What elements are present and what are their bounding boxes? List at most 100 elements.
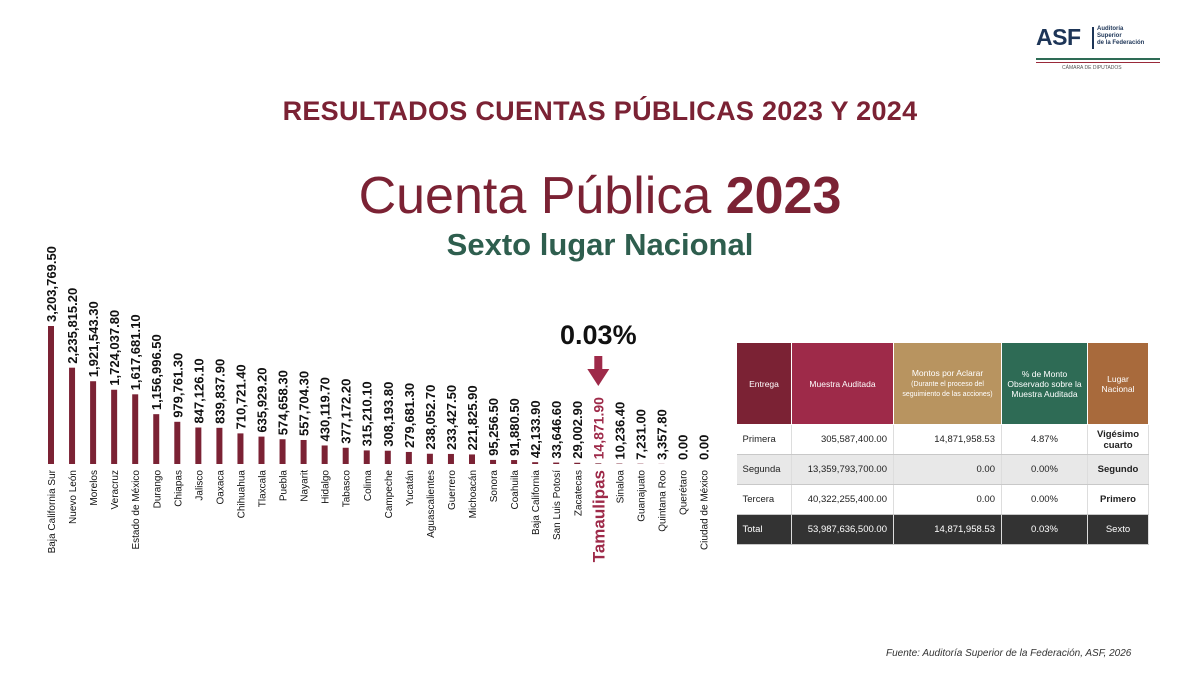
table-header-row: Entrega Muestra Auditada Montos por Acla… bbox=[736, 342, 1149, 425]
category-label-28: Guanajuato bbox=[636, 470, 647, 522]
logo-line-3: de la Federación bbox=[1097, 40, 1145, 46]
value-label-8: 839,837.90 bbox=[212, 359, 227, 424]
bar-4 bbox=[132, 394, 139, 464]
bar-10 bbox=[258, 436, 265, 464]
bar-23 bbox=[532, 462, 539, 464]
value-label-0: 3,203,769.50 bbox=[44, 246, 59, 322]
results-table: Entrega Muestra Auditada Montos por Acla… bbox=[736, 342, 1149, 545]
cell-montos: 14,871,958.53 bbox=[893, 514, 1002, 545]
cell-lugar: Primero bbox=[1087, 484, 1149, 515]
bar-15 bbox=[363, 450, 370, 464]
value-label-25: 29,002.90 bbox=[570, 401, 585, 459]
down-arrow-icon-shaft bbox=[594, 356, 603, 370]
value-label-6: 979,761.30 bbox=[170, 353, 185, 418]
category-label-27: Sinaloa bbox=[615, 470, 626, 504]
bar-24 bbox=[553, 462, 560, 464]
bar-8 bbox=[216, 427, 223, 464]
value-label-28: 7,231.00 bbox=[633, 409, 648, 460]
value-label-15: 315,210.10 bbox=[360, 381, 375, 446]
bar-19 bbox=[447, 453, 454, 464]
bar-1 bbox=[69, 367, 76, 464]
value-label-23: 42,133.90 bbox=[528, 400, 543, 458]
category-label-6: Chiapas bbox=[173, 470, 184, 507]
value-label-19: 233,427.50 bbox=[444, 385, 459, 450]
down-arrow-icon bbox=[587, 369, 610, 386]
category-label-10: Tlaxcala bbox=[258, 470, 269, 508]
logo-subtitle: CÁMARA DE DIPUTADOS bbox=[1062, 65, 1122, 71]
cell-lugar: Segundo bbox=[1087, 454, 1149, 485]
category-label-19: Guerrero bbox=[447, 470, 458, 510]
bar-11 bbox=[279, 439, 286, 464]
bar-6 bbox=[174, 421, 181, 464]
bar-17 bbox=[405, 451, 412, 464]
category-label-15: Colima bbox=[363, 470, 374, 502]
cell-montos: 14,871,958.53 bbox=[893, 424, 1002, 455]
value-label-31: 0.00 bbox=[697, 435, 712, 460]
value-label-26: 14,871.90 bbox=[590, 397, 606, 459]
value-label-11: 574,658.30 bbox=[276, 370, 291, 435]
bar-20 bbox=[469, 454, 475, 464]
category-label-9: Chihuahua bbox=[236, 470, 247, 519]
category-label-1: Nuevo León bbox=[68, 470, 79, 524]
category-label-3: Veracruz bbox=[110, 470, 121, 509]
bar-21 bbox=[490, 459, 497, 464]
table-row: Primera 305,587,400.00 14,871,958.53 4.8… bbox=[736, 424, 1149, 455]
category-label-12: Nayarit bbox=[300, 470, 311, 502]
bar-3 bbox=[111, 389, 118, 464]
table-row: Tercera 40,322,255,400.00 0.00 0.00% Pri… bbox=[736, 484, 1149, 515]
category-label-16: Campeche bbox=[384, 470, 395, 519]
highlight-percent-label: 0.03% bbox=[560, 320, 637, 350]
bar-22 bbox=[511, 460, 518, 464]
category-label-13: Hidalgo bbox=[321, 470, 332, 504]
bar-9 bbox=[237, 433, 244, 464]
header-montos-label: Montos por Aclarar bbox=[911, 367, 984, 378]
value-label-14: 377,172.20 bbox=[339, 379, 354, 444]
value-label-30: 0.00 bbox=[676, 435, 691, 460]
source-note: Fuente: Auditoría Superior de la Federac… bbox=[886, 648, 1132, 659]
value-label-4: 1,617,681.10 bbox=[128, 314, 143, 390]
value-label-9: 710,721.40 bbox=[233, 364, 248, 429]
category-label-31: Ciudad de México bbox=[700, 470, 711, 550]
cell-muestra: 53,987,636,500.00 bbox=[791, 514, 894, 545]
category-label-23: Baja California bbox=[531, 470, 542, 535]
bar-7 bbox=[195, 427, 202, 464]
cell-porcentaje: 0.00% bbox=[1001, 484, 1088, 515]
value-label-17: 279,681.30 bbox=[402, 383, 417, 448]
category-label-4: Estado de México bbox=[131, 470, 142, 550]
logo-name: Auditoría Superior de la Federación bbox=[1097, 26, 1163, 47]
logo-rule-green bbox=[1036, 58, 1160, 60]
category-label-2: Morelos bbox=[89, 470, 100, 506]
header-montos: Montos por Aclarar (Durante el proceso d… bbox=[893, 342, 1002, 425]
bar-25 bbox=[574, 462, 581, 464]
category-label-29: Quintana Roo bbox=[657, 470, 668, 532]
logo-line-1: Auditoría bbox=[1097, 26, 1124, 32]
cell-entrega: Primera bbox=[736, 424, 792, 455]
category-label-0: Baja California Sur bbox=[47, 469, 58, 553]
cell-porcentaje: 4.87% bbox=[1001, 424, 1088, 455]
header-porcentaje: % de Monto Observado sobre la Muestra Au… bbox=[1001, 342, 1088, 425]
category-label-11: Puebla bbox=[279, 470, 290, 502]
cuenta-year: 2023 bbox=[725, 167, 842, 225]
value-label-3: 1,724,037.80 bbox=[107, 310, 122, 386]
logo-line-2: Superior bbox=[1097, 33, 1122, 39]
category-label-25: Zacatecas bbox=[573, 470, 584, 516]
bar-12 bbox=[300, 439, 307, 464]
header-montos-note: (Durante el proceso del seguimiento de l… bbox=[902, 380, 993, 398]
category-label-22: Coahuila bbox=[510, 470, 521, 510]
bar-18 bbox=[426, 453, 433, 464]
cell-lugar: Sexto bbox=[1087, 514, 1149, 545]
page-title: RESULTADOS CUENTAS PÚBLICAS 2023 Y 2024 bbox=[282, 96, 918, 126]
value-label-7: 847,126.10 bbox=[191, 358, 206, 423]
category-label-20: Michoacán bbox=[468, 470, 479, 518]
cell-montos: 0.00 bbox=[893, 484, 1002, 515]
header-lugar: Lugar Nacional bbox=[1087, 342, 1149, 425]
header-muestra: Muestra Auditada bbox=[791, 342, 894, 425]
category-label-24: San Luis Potosí bbox=[552, 470, 563, 540]
cell-porcentaje: 0.00% bbox=[1001, 454, 1088, 485]
bar-14 bbox=[342, 447, 349, 464]
category-label-21: Sonora bbox=[489, 470, 500, 503]
value-label-1: 2,235,815.20 bbox=[65, 288, 80, 364]
category-label-8: Oaxaca bbox=[215, 470, 226, 505]
logo-rule-red bbox=[1036, 62, 1160, 63]
bar-2 bbox=[90, 381, 97, 464]
